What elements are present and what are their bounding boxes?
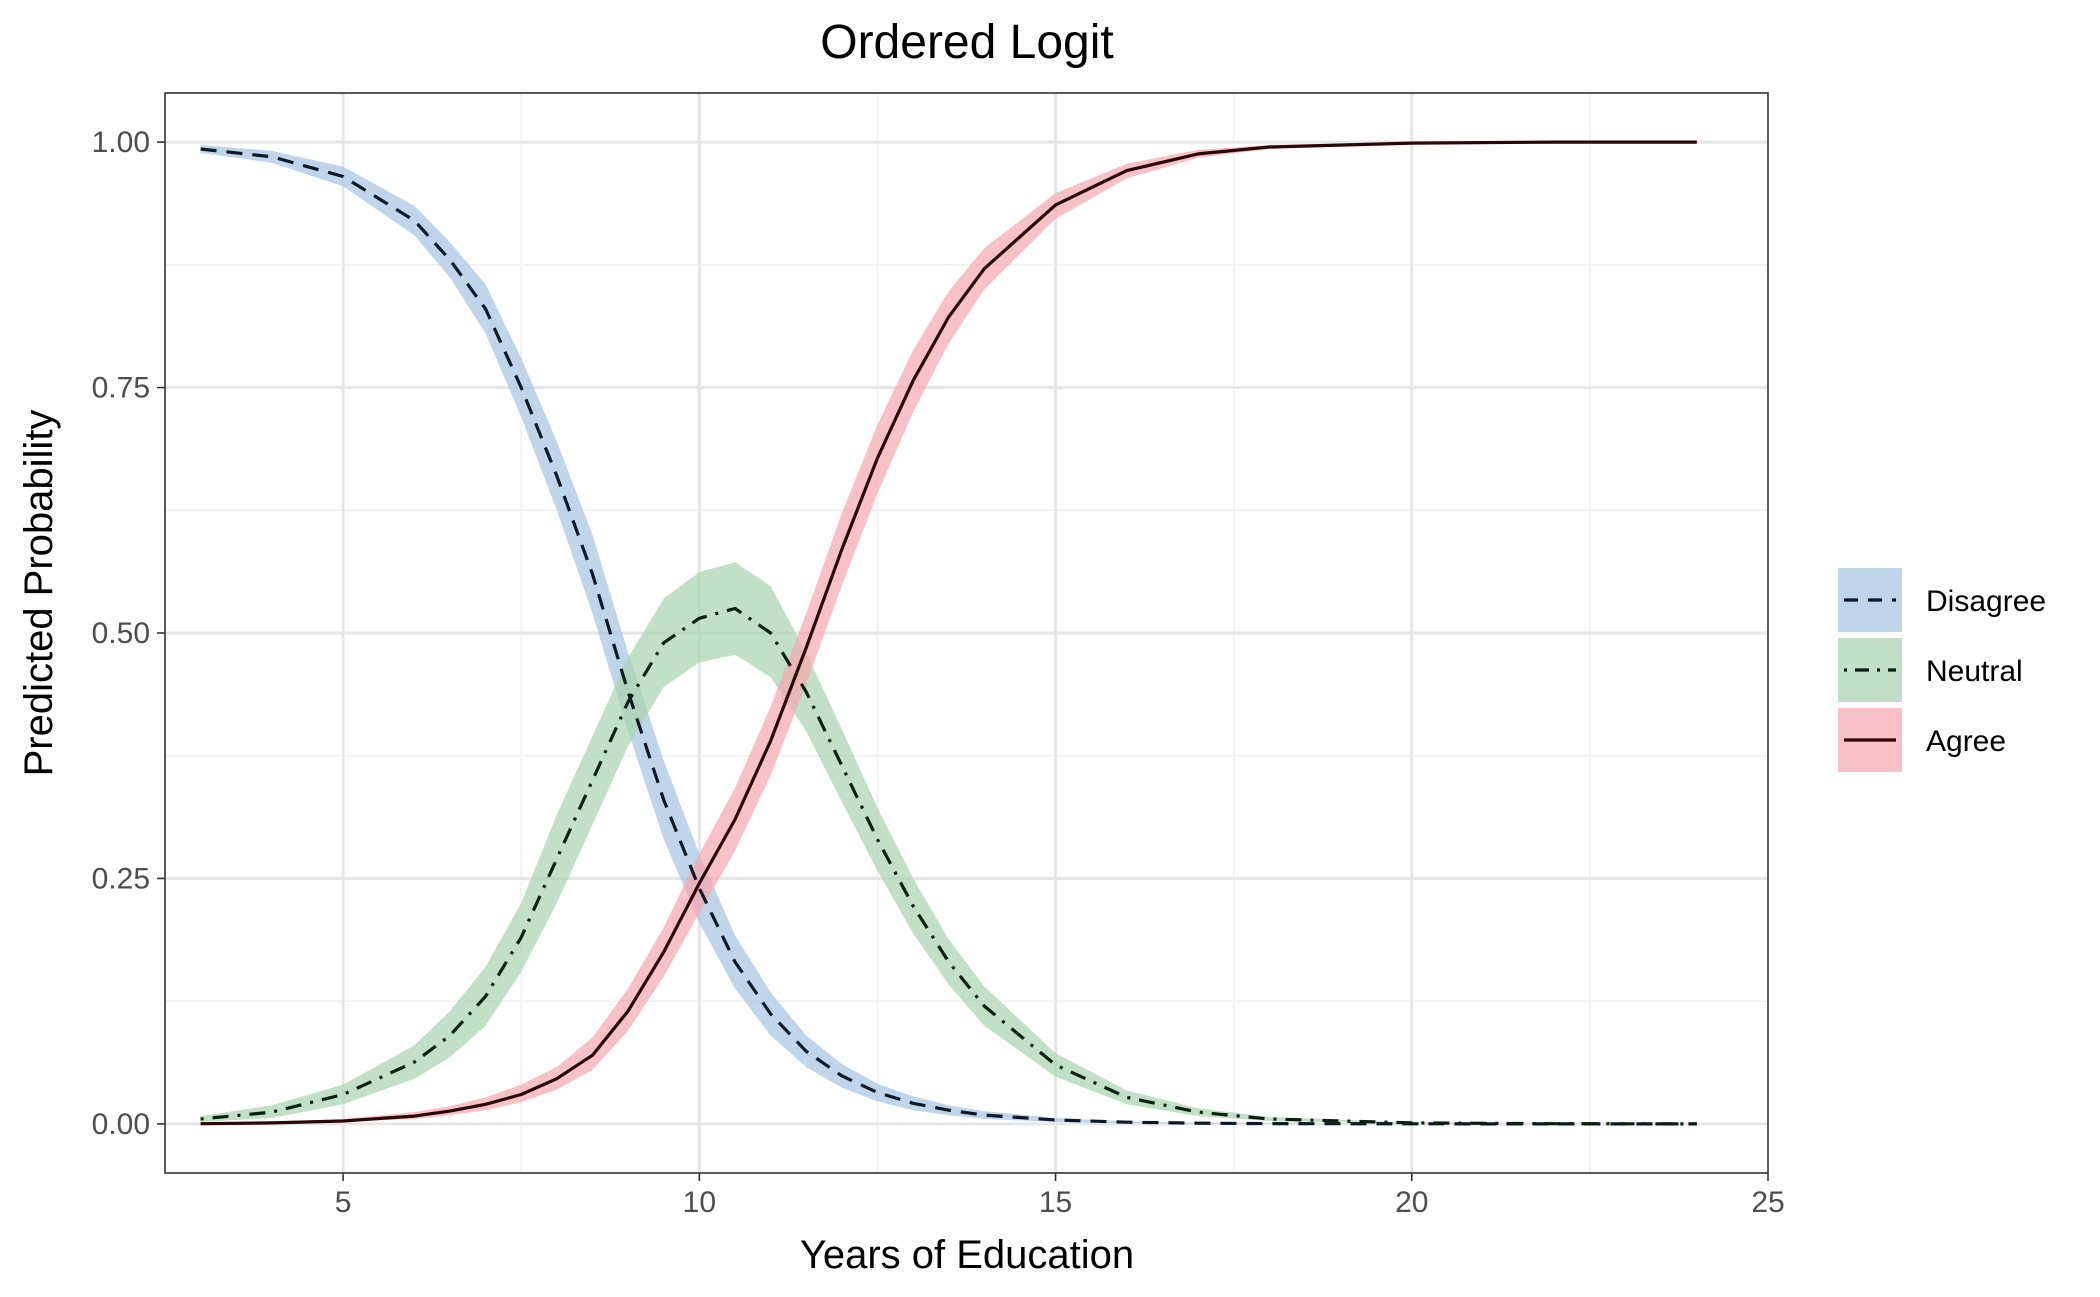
x-tick-label: 20 [1395,1186,1428,1219]
legend-label-agree: Agree [1926,725,2006,758]
band-agree [200,142,1697,1124]
x-tick-label: 25 [1751,1186,1784,1219]
y-tick-label: 0.00 [92,1108,150,1141]
x-tick-label: 5 [335,1186,352,1219]
x-axis-title: Years of Education [800,1233,1134,1277]
series-lines [200,140,1697,1126]
x-tick-label: 10 [683,1186,716,1219]
line-disagree [200,147,1697,1126]
y-tick-label: 0.25 [92,862,150,895]
line-neutral [200,606,1697,1126]
chart-title: Ordered Logit [820,16,1114,69]
y-axis-title: Predicted Probability [17,410,61,777]
y-tick-label: 0.75 [92,372,150,405]
axis-ticks: 5 10 15 20 25 0.00 0.25 0.50 0.75 1.00 [92,126,1785,1219]
legend-label-disagree: Disagree [1926,585,2046,618]
y-tick-label: 1.00 [92,126,150,159]
y-tick-label: 0.50 [92,617,150,650]
line-agree [200,140,1697,1126]
legend-label-neutral: Neutral [1926,655,2023,688]
legend: Disagree Neutral Agree [1838,568,2046,772]
x-tick-label: 15 [1039,1186,1072,1219]
confidence-bands [200,142,1697,1124]
